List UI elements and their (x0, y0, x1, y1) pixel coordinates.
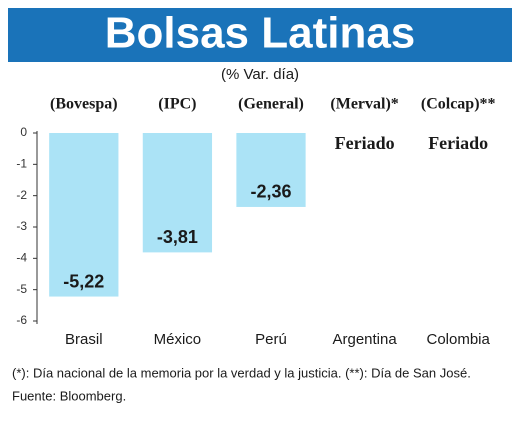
y-tick-label: 0 (20, 125, 27, 139)
source: Fuente: Bloomberg. (12, 388, 126, 403)
y-tick-label: -5 (16, 282, 27, 296)
value-label: -2,36 (250, 182, 291, 202)
x-tick-label: Perú (255, 331, 287, 348)
value-label: -3,81 (157, 227, 198, 247)
x-tick-label: Colombia (427, 331, 491, 348)
y-tick-label: -1 (16, 157, 27, 171)
y-tick-label: -4 (16, 251, 27, 265)
x-tick-label: Argentina (332, 331, 397, 348)
footnote: (*): Día nacional de la memoria por la v… (12, 365, 471, 380)
index-label: (General) (238, 96, 304, 113)
bar (236, 133, 306, 207)
bar (49, 133, 119, 297)
y-tick-label: -2 (16, 188, 27, 202)
value-label: Feriado (428, 133, 488, 153)
x-tick-label: México (154, 331, 202, 348)
title-banner (8, 8, 512, 62)
index-label: (IPC) (158, 96, 196, 113)
bar (142, 133, 213, 253)
x-tick-label: Brasil (65, 331, 103, 348)
y-tick-label: -3 (16, 219, 27, 233)
index-label: (Merval)* (330, 96, 398, 113)
y-tick-label: -6 (16, 313, 27, 327)
index-label: (Bovespa) (50, 96, 118, 113)
value-label: Feriado (335, 133, 395, 153)
value-label: -5,22 (63, 271, 104, 291)
index-label: (Colcap)** (421, 96, 496, 113)
chart-title: Bolsas Latinas (105, 9, 416, 58)
chart-subtitle: (% Var. día) (221, 66, 299, 83)
